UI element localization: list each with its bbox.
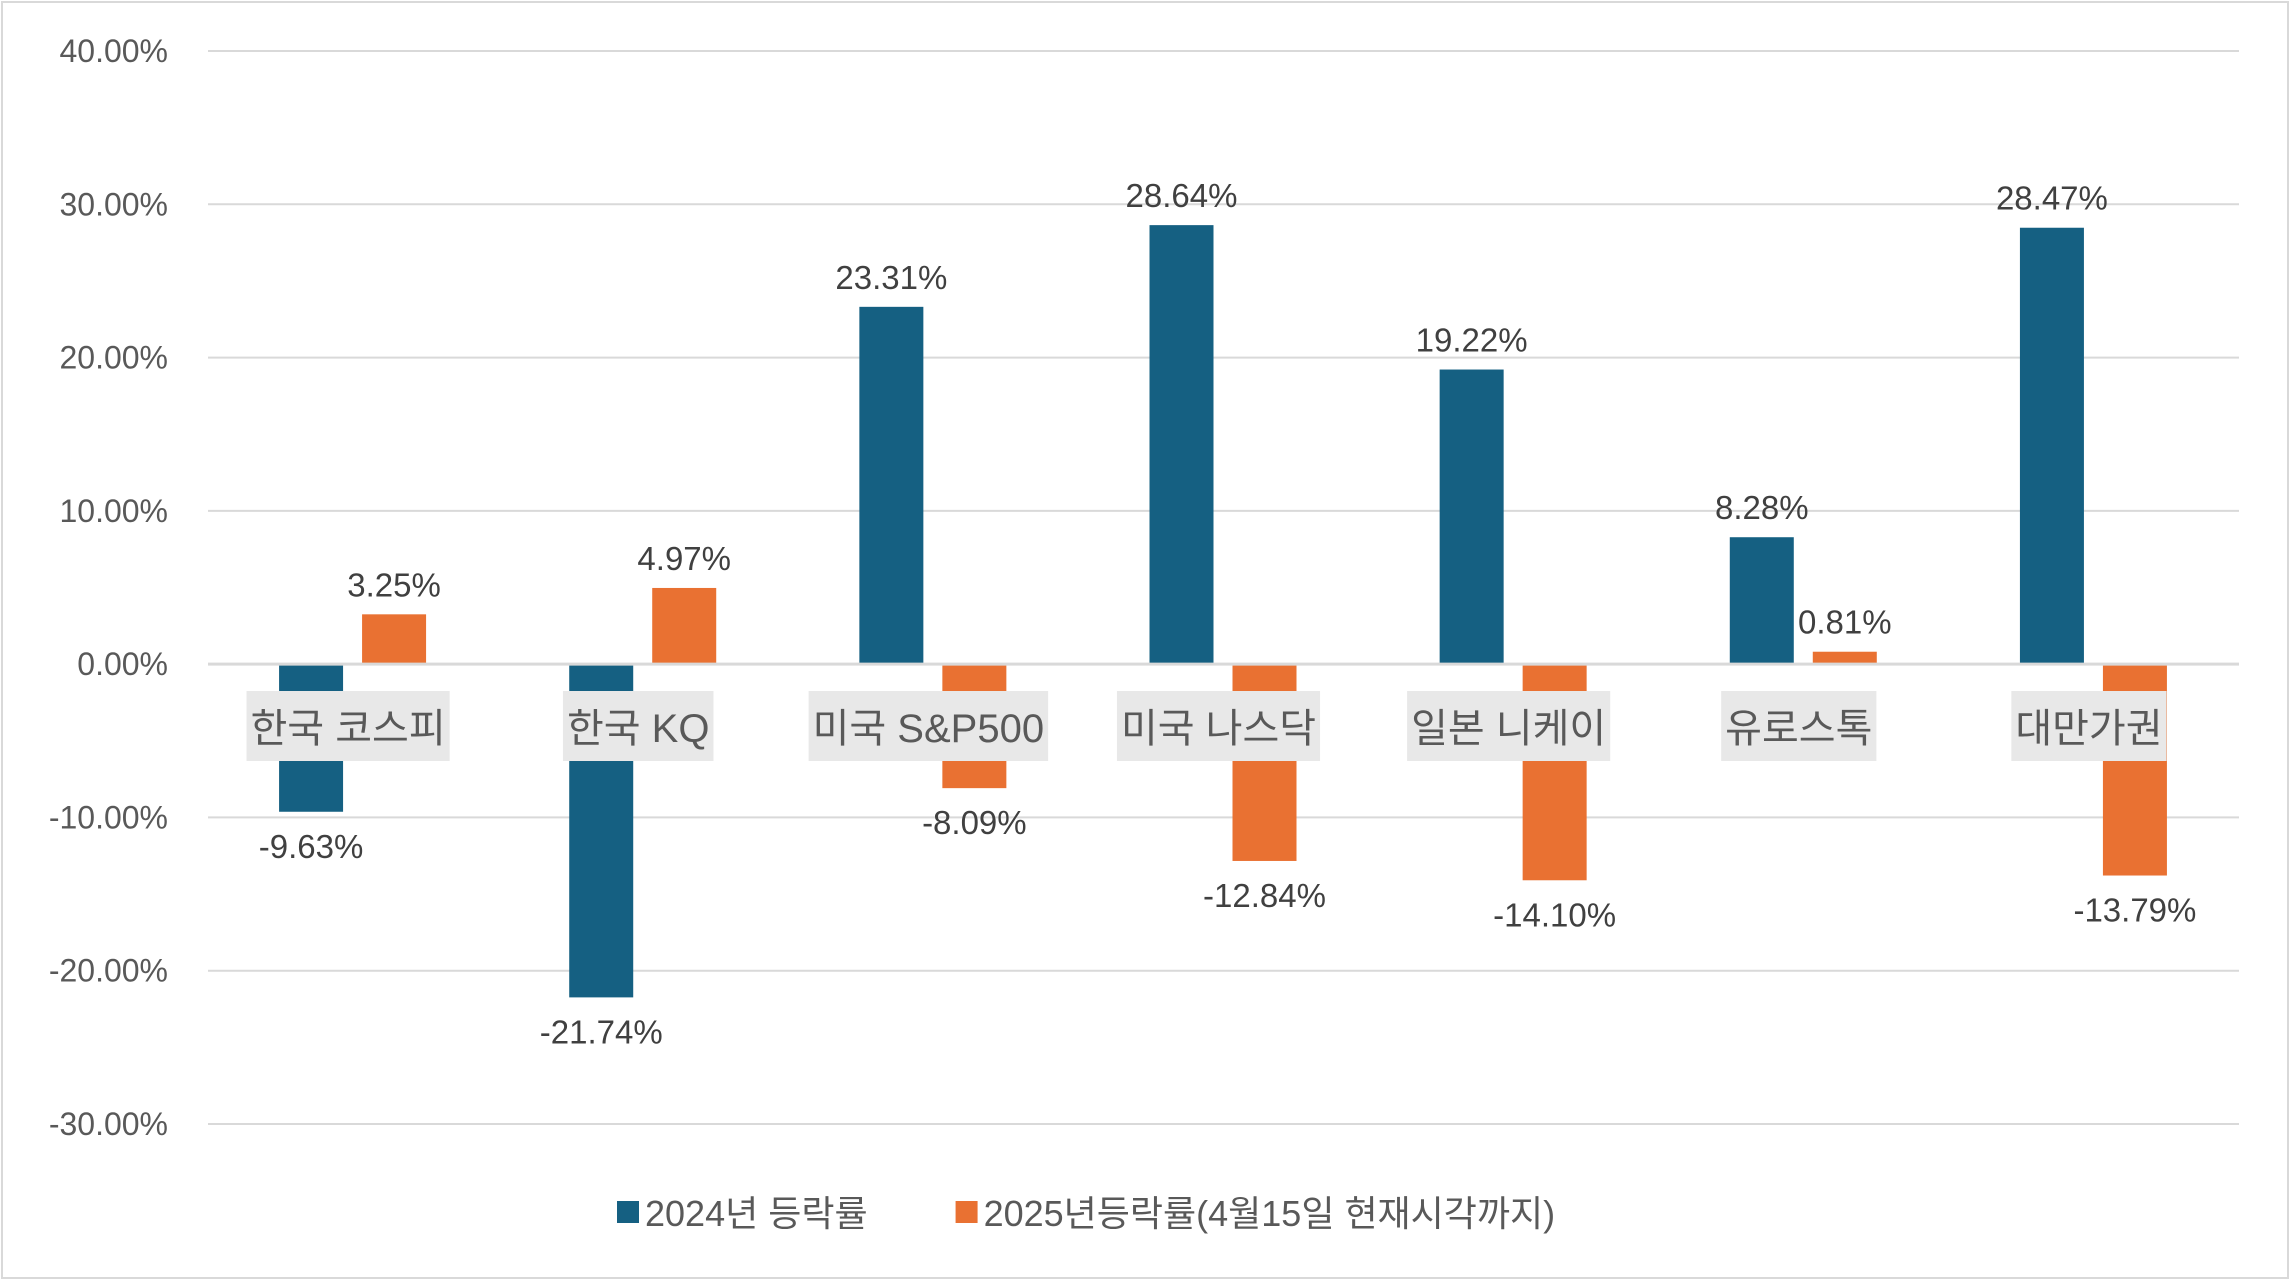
category-label: 미국 S&P500 [813,707,1045,751]
y-tick-label: 10.00% [59,493,168,529]
category-label: 대만가권 [2015,707,2162,751]
data-label: -21.74% [540,1013,663,1050]
bar-2024 [1729,537,1794,665]
data-label: -9.63% [259,828,364,865]
bar-2025 [652,587,717,665]
legend-swatch [617,1201,639,1223]
data-label: 4.97% [637,540,731,577]
data-label: 0.81% [1798,604,1892,641]
y-tick-label: -20.00% [49,953,168,989]
bar-2025 [362,614,427,665]
data-label: 8.28% [1715,489,1809,526]
category-label: 한국 KQ [567,707,710,751]
legend-swatch [955,1201,978,1223]
y-tick-label: -10.00% [49,799,168,835]
data-label: 28.47% [1996,180,2108,217]
data-label: 28.64% [1126,177,1238,214]
category-label-background [2011,691,2167,761]
category-label-background [246,691,450,761]
bar-2024 [1439,369,1504,665]
bar-2024 [859,306,924,665]
bar-2024 [1149,225,1214,665]
data-label: 3.25% [347,566,441,603]
bar-2024 [2019,227,2084,665]
category-label-background [1407,691,1611,761]
y-tick-label: 40.00% [59,33,168,69]
category-label-background [808,691,1049,761]
data-label: 23.31% [835,259,947,296]
category-label: 한국 코스피 [251,707,446,751]
y-tick-label: -30.00% [49,1106,168,1142]
category-label-background [1721,691,1877,761]
category-label: 미국 나스닥 [1121,707,1316,751]
legend-label: 2024년 등락률 [645,1193,868,1234]
y-tick-label: 20.00% [59,340,168,376]
data-label: -12.84% [1203,877,1326,914]
legend-label: 2025년등락률(4월15일 현재시각까지) [984,1193,1556,1234]
data-label: -14.10% [1493,896,1616,933]
category-label-background [562,691,714,761]
y-tick-label: 0.00% [77,646,168,682]
category-label-background [1116,691,1321,761]
data-label: -13.79% [2073,892,2196,929]
y-tick-label: 30.00% [59,186,168,222]
data-label: -8.09% [922,804,1027,841]
category-label: 유로스톡 [1725,707,1872,751]
data-label: 19.22% [1416,322,1528,359]
category-label: 일본 니케이 [1411,707,1606,751]
bar-2025 [1812,651,1877,665]
